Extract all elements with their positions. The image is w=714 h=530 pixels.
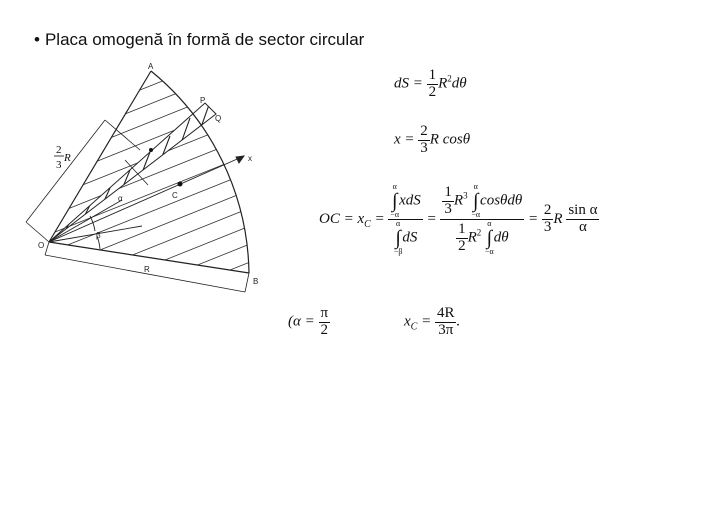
slide-title-text: Placa omogenă în formă de sector circula… xyxy=(44,30,365,49)
axes-lines xyxy=(48,155,245,250)
frac-oc-1: α ∫ −α xdS α ∫ −β dS xyxy=(388,182,423,256)
label-O: O xyxy=(38,241,44,250)
label-C: C xyxy=(172,191,178,200)
label-A: A xyxy=(148,62,154,71)
label-three: 3 xyxy=(56,159,62,171)
frac-oc-2: 1 3 R3 α ∫ −α cosθdθ 1 2 R2 α ∫ −α dθ xyxy=(440,183,525,256)
equation-xc: xC = 4R 3π. xyxy=(404,305,461,338)
slide-title: • Placa omogenă în formă de sector circul… xyxy=(34,30,364,50)
equation-dS: dS = 1 2 R2dθ xyxy=(394,67,467,100)
label-R-bottom: R xyxy=(144,265,150,274)
label-Q: Q xyxy=(215,114,221,123)
label-R-dim: R xyxy=(63,152,71,164)
label-alpha: α xyxy=(118,194,123,203)
label-two: 2 xyxy=(56,144,62,156)
sector-outline xyxy=(48,70,250,274)
centroid-point xyxy=(177,181,183,187)
label-B: B xyxy=(253,277,258,286)
label-beta: β xyxy=(96,231,101,240)
equation-oc: OC = xC = α ∫ −α xdS α ∫ −β dS = 1 3 R3 α ∫ −α cosθ… xyxy=(319,182,600,256)
label-P: P xyxy=(200,96,205,105)
dimension-lines xyxy=(25,119,250,293)
bullet-icon: • xyxy=(34,30,40,49)
label-x: x xyxy=(248,154,252,163)
strip-point xyxy=(149,148,153,152)
element-strip xyxy=(48,102,217,243)
